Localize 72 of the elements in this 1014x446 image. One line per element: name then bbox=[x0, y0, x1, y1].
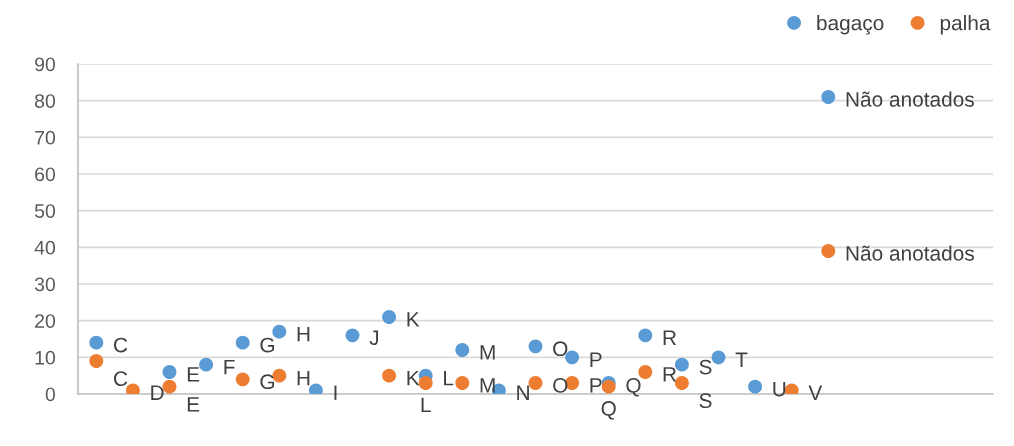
y-tick-label: 60 bbox=[35, 167, 56, 182]
data-label: G bbox=[260, 337, 275, 353]
data-label: K bbox=[407, 312, 420, 327]
y-tick-label: 30 bbox=[34, 277, 56, 292]
point bbox=[601, 379, 616, 394]
data-label: R bbox=[663, 330, 677, 345]
point bbox=[89, 354, 104, 368]
data-label: E bbox=[187, 367, 200, 382]
data-label: Q bbox=[601, 401, 616, 420]
point bbox=[528, 376, 543, 390]
data-label: J bbox=[369, 330, 379, 346]
y-tick-label: 40 bbox=[34, 240, 56, 255]
data-label: L bbox=[444, 370, 454, 386]
y-tick-label: 70 bbox=[35, 130, 56, 145]
y-tick-label: 90 bbox=[35, 57, 56, 72]
data-label: G bbox=[260, 374, 275, 390]
data-label: K bbox=[407, 370, 420, 386]
data-label: S bbox=[699, 393, 712, 409]
point bbox=[418, 376, 433, 390]
point bbox=[162, 379, 177, 394]
point bbox=[674, 357, 689, 372]
point bbox=[711, 350, 726, 365]
data-label: V bbox=[808, 385, 823, 400]
point bbox=[455, 343, 470, 357]
y-tick-label: 80 bbox=[35, 94, 56, 108]
data-label: E bbox=[187, 397, 200, 412]
point bbox=[272, 368, 287, 383]
data-label: R bbox=[663, 367, 677, 382]
data-label: P bbox=[590, 352, 602, 367]
data-label: Q bbox=[626, 378, 641, 397]
data-label: H bbox=[297, 326, 310, 342]
data-label: O bbox=[553, 378, 568, 393]
point bbox=[89, 335, 104, 350]
data-label: F bbox=[224, 359, 235, 375]
data-label: Não anotados bbox=[846, 91, 974, 107]
point bbox=[235, 372, 250, 387]
data-label: O bbox=[553, 341, 568, 357]
y-tick-label: 10 bbox=[35, 350, 56, 365]
legend-label: bagaço bbox=[817, 15, 884, 35]
data-label: D bbox=[151, 385, 164, 400]
data-label: S bbox=[699, 359, 712, 375]
point bbox=[235, 335, 250, 350]
point bbox=[345, 328, 360, 343]
point bbox=[821, 244, 836, 258]
data-label: T bbox=[735, 352, 748, 367]
data-label: N bbox=[517, 385, 529, 400]
data-label: P bbox=[590, 378, 602, 393]
data-label: C bbox=[114, 337, 128, 353]
data-label: I bbox=[334, 385, 337, 400]
data-label: M bbox=[480, 345, 495, 360]
point bbox=[674, 376, 689, 390]
data-label: Não anotados bbox=[846, 245, 974, 261]
point bbox=[528, 339, 543, 354]
point bbox=[748, 379, 763, 394]
data-label: M bbox=[480, 378, 495, 393]
y-tick-label: 20 bbox=[35, 314, 56, 328]
data-label: L bbox=[421, 397, 431, 412]
point bbox=[162, 365, 177, 379]
point bbox=[199, 357, 214, 372]
legend-label: palha bbox=[940, 15, 991, 35]
data-label: U bbox=[773, 381, 786, 397]
y-tick-label: 0 bbox=[45, 387, 56, 402]
point bbox=[382, 368, 397, 383]
y-tick-label: 50 bbox=[34, 204, 56, 218]
point bbox=[638, 328, 653, 343]
point bbox=[638, 365, 653, 379]
data-label: C bbox=[114, 371, 128, 387]
point bbox=[382, 310, 397, 324]
data-label: H bbox=[297, 370, 310, 386]
point bbox=[821, 90, 836, 104]
point bbox=[455, 376, 470, 390]
point bbox=[272, 324, 287, 339]
